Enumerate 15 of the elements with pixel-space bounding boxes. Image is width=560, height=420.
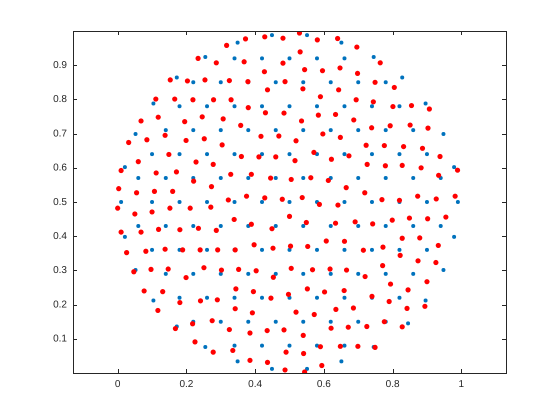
x-tick-label: 1 [458,378,465,390]
y-tick-label: 0.1 [53,334,68,345]
y-tick-label: 0.8 [53,94,68,106]
y-tick-label: 0.3 [53,265,68,276]
y-tick-label: 0.5 [53,196,68,208]
y-tick-label: 0.6 [53,162,68,174]
y-tick-label: 0.4 [53,230,68,242]
x-tick-label: 0.2 [179,378,194,390]
x-tick-label: 0 [114,378,121,390]
y-tick-label: 0.2 [53,299,68,310]
y-tick-label: 0.7 [53,128,68,140]
x-tick-label: 0.4 [248,378,263,390]
x-tick-label: 0.8 [386,378,400,390]
x-tick-label: 0.6 [316,378,332,390]
y-tick-label: 0.9 [53,60,68,71]
